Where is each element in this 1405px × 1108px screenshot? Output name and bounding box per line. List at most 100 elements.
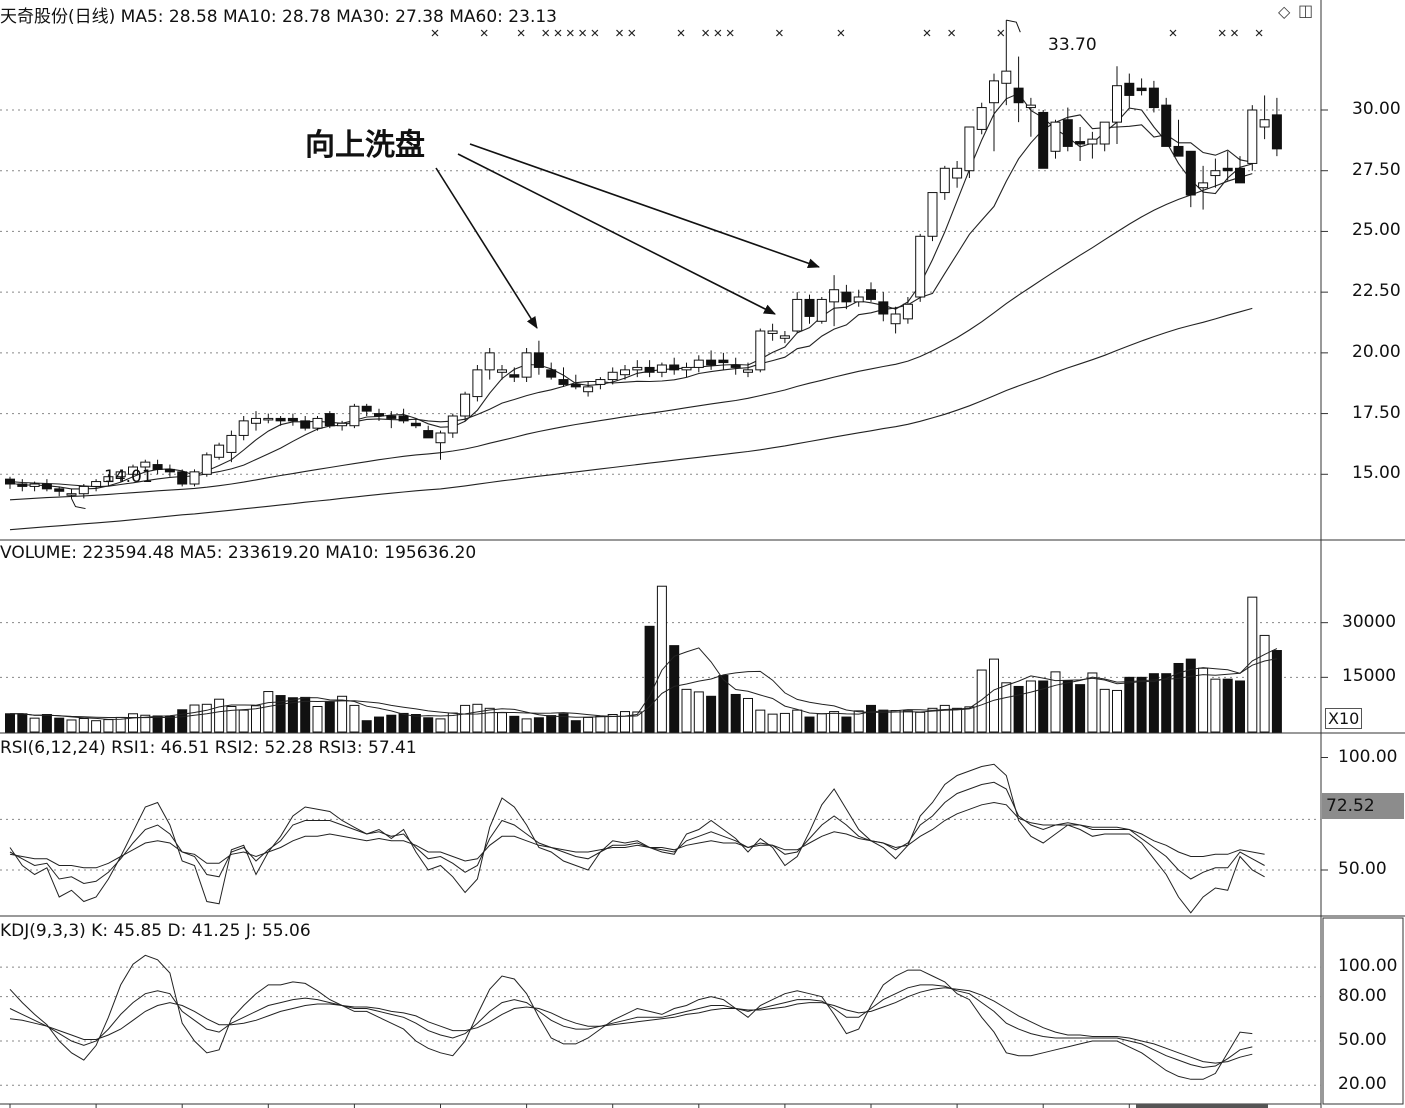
- price-ma60-line: [9, 307, 1253, 531]
- price-candle: [607, 367, 618, 385]
- diamond-icon[interactable]: ◇: [1278, 2, 1291, 21]
- candle-body-up: [1259, 119, 1270, 128]
- candle-body-down: [1124, 82, 1135, 96]
- window-icon[interactable]: ◫: [1298, 1, 1314, 20]
- price-candle: [374, 408, 384, 421]
- kdj-d-line: [9, 987, 1253, 1064]
- signal-marker: [948, 29, 956, 37]
- price-axis-label: 20.00: [1352, 341, 1401, 362]
- price-candle: [1124, 73, 1135, 108]
- candle-body-up: [103, 476, 114, 483]
- signal-marker: [923, 29, 931, 37]
- price-candle: [890, 306, 901, 334]
- volume-bar-down: [5, 713, 15, 733]
- candle-body-down: [1173, 145, 1184, 157]
- signal-stroke: [1169, 29, 1177, 37]
- signal-marker: [1255, 29, 1263, 37]
- volume-ma5-line: [10, 647, 1278, 720]
- candle-body-down: [509, 374, 520, 378]
- annotation-arrow-2: [457, 153, 776, 315]
- candle-body-up: [238, 420, 249, 436]
- price-candle: [152, 459, 163, 475]
- volume-bar-up: [939, 704, 950, 733]
- volume-bar-up: [656, 585, 667, 733]
- price-candle: [1075, 127, 1086, 161]
- candle-body-up: [1210, 170, 1221, 177]
- candle-body-down: [1235, 167, 1245, 184]
- signal-stroke: [542, 29, 550, 37]
- volume-bar-down: [546, 715, 557, 733]
- price-ma5-line: [9, 92, 1253, 490]
- signal-marker: [554, 29, 562, 37]
- candle-body-up: [226, 434, 237, 453]
- volume-panel-header: VOLUME: 223594.48 MA5: 233619.20 MA10: 1…: [0, 543, 477, 563]
- volume-bar-up: [103, 719, 114, 733]
- volume-bar-up: [607, 714, 618, 733]
- candle-body-up: [78, 485, 89, 495]
- candle-body-up: [91, 481, 102, 487]
- rsi-rsi2-line: [9, 781, 1265, 885]
- price-candle: [1038, 110, 1049, 169]
- candle-body-up: [755, 330, 766, 371]
- volume-bar-down: [152, 715, 163, 733]
- price-candle: [1173, 119, 1184, 157]
- signal-stroke: [579, 29, 587, 37]
- signal-marker: [837, 29, 845, 37]
- kdj-axis-box: [1322, 917, 1404, 1105]
- volume-bar-up: [976, 669, 987, 733]
- candle-body-down: [164, 468, 175, 473]
- price-candle: [251, 411, 261, 431]
- candle-body-up: [915, 235, 926, 298]
- signal-marker: [997, 29, 1005, 37]
- volume-bar-up: [595, 715, 606, 733]
- volume-bar-down: [866, 704, 876, 733]
- candle-body-up: [472, 369, 483, 398]
- candle-body-up: [989, 80, 999, 104]
- candle-body-down: [841, 291, 852, 303]
- candle-body-up: [115, 471, 126, 478]
- kdj-axis-label: 100.00: [1338, 956, 1398, 977]
- volume-bar-up: [497, 712, 507, 733]
- candle-body-down: [17, 483, 28, 487]
- volume-bar-down: [804, 716, 815, 733]
- price-candle: [706, 350, 717, 370]
- candle-body-down: [54, 488, 65, 492]
- volume-bar-down: [177, 709, 188, 733]
- volume-bar-up: [238, 709, 249, 733]
- price-candle: [718, 352, 729, 370]
- volume-bar-up: [263, 691, 274, 733]
- volume-bar-up: [902, 710, 913, 733]
- volume-bar-up: [853, 710, 864, 733]
- volume-bar-up: [128, 713, 138, 733]
- candle-body-down: [570, 383, 581, 388]
- candle-body-down: [706, 359, 717, 366]
- volume-bar-down: [878, 709, 889, 733]
- price-candle: [1025, 97, 1036, 137]
- volume-bar-up: [1001, 682, 1012, 733]
- price-candle: [78, 484, 89, 499]
- candle-body-up: [66, 493, 77, 496]
- signal-stroke: [775, 29, 783, 37]
- price-candle: [804, 294, 815, 324]
- volume-bar-up: [29, 717, 40, 733]
- price-candle: [816, 297, 827, 324]
- candle-body-up: [693, 359, 704, 368]
- signal-stroke: [1218, 29, 1226, 37]
- price-candle: [1271, 97, 1282, 157]
- volume-bar-up: [78, 718, 89, 733]
- candle-body-up: [656, 364, 667, 373]
- candle-body-up: [128, 466, 138, 475]
- signal-marker: [714, 29, 722, 37]
- price-candle: [300, 416, 311, 431]
- kdj-panel-header: KDJ(9,3,3) K: 45.85 D: 41.25 J: 55.06: [0, 921, 311, 941]
- price-candle: [386, 411, 397, 429]
- volume-bar-up: [472, 703, 483, 733]
- low-price-label: 14.01: [104, 467, 153, 487]
- price-candle: [1050, 119, 1061, 159]
- signal-marker: [726, 29, 734, 37]
- price-candle: [91, 479, 102, 492]
- candle-body-up: [976, 107, 987, 130]
- candle-body-down: [533, 352, 544, 368]
- signal-stroke: [566, 29, 574, 37]
